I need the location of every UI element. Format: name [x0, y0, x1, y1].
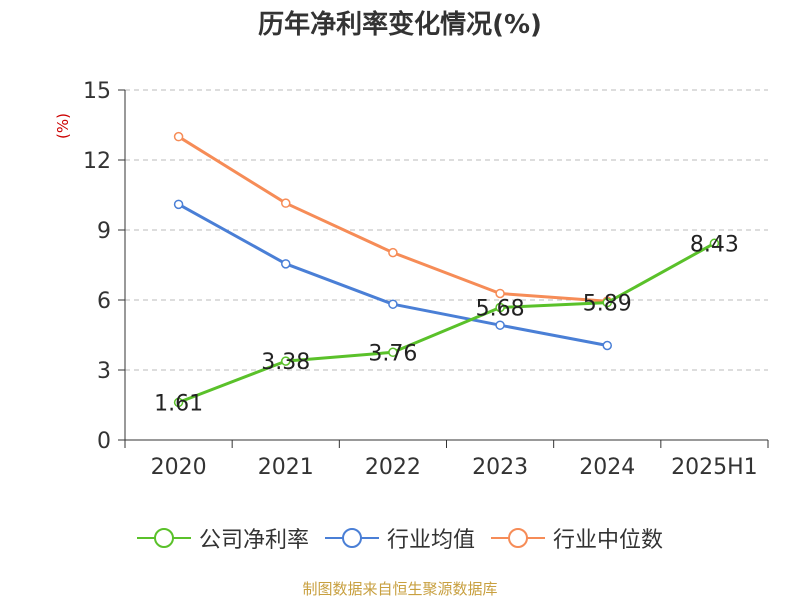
- series-2-point-2023: [495, 288, 505, 299]
- data-label-2022: 3.76: [368, 341, 417, 366]
- x-tick-label-2023: 2023: [472, 455, 528, 480]
- legend-label-industry-mean: 行业均值: [386, 528, 475, 553]
- series-0-point-2025H1: [709, 238, 720, 249]
- data-label-2020: 1.61: [154, 391, 203, 416]
- series-0-point-2023: [495, 302, 505, 313]
- series-1-point-2022: [388, 299, 398, 309]
- y-tick-label-12: 12: [83, 149, 111, 174]
- legend-swatch-company: [136, 528, 191, 548]
- legend-label-company: 公司净利率: [198, 528, 309, 553]
- legend-swatch-industry-median: [491, 528, 545, 548]
- series-2-point-2020: [173, 131, 184, 142]
- source-note: 制图数据来自恒生聚源数据库: [302, 580, 498, 598]
- y-tick-label-0: 0: [97, 429, 111, 454]
- y-tick-label-6: 6: [97, 289, 111, 314]
- y-tick-label-3: 3: [97, 359, 111, 384]
- chart-title: 历年净利率变化情况(%): [258, 10, 542, 40]
- x-tick-label-2021: 2021: [258, 455, 314, 480]
- series-0-point-2021: [281, 356, 291, 366]
- series-0-point-2022: [388, 347, 398, 358]
- series-1-point-2021: [281, 259, 291, 269]
- data-label-layer: 1.61 3.38 3.76 5.68 5.89 8.43: [154, 232, 739, 416]
- grid-layer: [125, 89, 768, 371]
- series-line-0: [178, 241, 716, 404]
- data-label-2024: 5.89: [583, 292, 632, 317]
- data-label-2021: 3.38: [261, 350, 310, 375]
- series-0-point-2024: [602, 297, 612, 308]
- legend-swatch-industry-mean: [324, 528, 379, 548]
- series-2-point-2021: [281, 198, 291, 208]
- y-tick-label-15: 15: [83, 79, 111, 104]
- y-axis-label: (%): [54, 113, 72, 139]
- series-1-point-2020: [173, 199, 184, 210]
- legend-item-industry-median[interactable]: 行业中位数: [491, 522, 663, 554]
- x-tick-label-2020: 2020: [151, 455, 207, 480]
- series-0-point-2020: [173, 397, 184, 408]
- legend-item-industry-mean[interactable]: 行业均值: [324, 522, 475, 554]
- legend-item-company[interactable]: 公司净利率: [136, 522, 309, 554]
- series-1-point-2024: [602, 340, 612, 351]
- legend-label-industry-median: 行业中位数: [553, 528, 664, 553]
- x-tick-label-2022: 2022: [365, 455, 421, 480]
- series-1-point-2023: [495, 320, 505, 330]
- x-tick-label-2025H1: 2025H1: [671, 455, 758, 480]
- y-tick-label-9: 9: [97, 219, 111, 244]
- series-line-1: [177, 202, 608, 347]
- series-line-2: [177, 135, 608, 303]
- x-tick-label-2024: 2024: [579, 455, 635, 480]
- series-2-point-2022: [388, 247, 398, 258]
- axis-layer: 0 3 6 9 12 15 2020 2021 2022 2023 2024 2025H1 (%): [54, 79, 769, 480]
- data-label-2025H1: 8.43: [690, 232, 739, 257]
- data-label-2023: 5.68: [476, 296, 525, 321]
- series-layer: [173, 131, 720, 408]
- legend: 公司净利率 行业均值 行业中位数: [0, 520, 800, 556]
